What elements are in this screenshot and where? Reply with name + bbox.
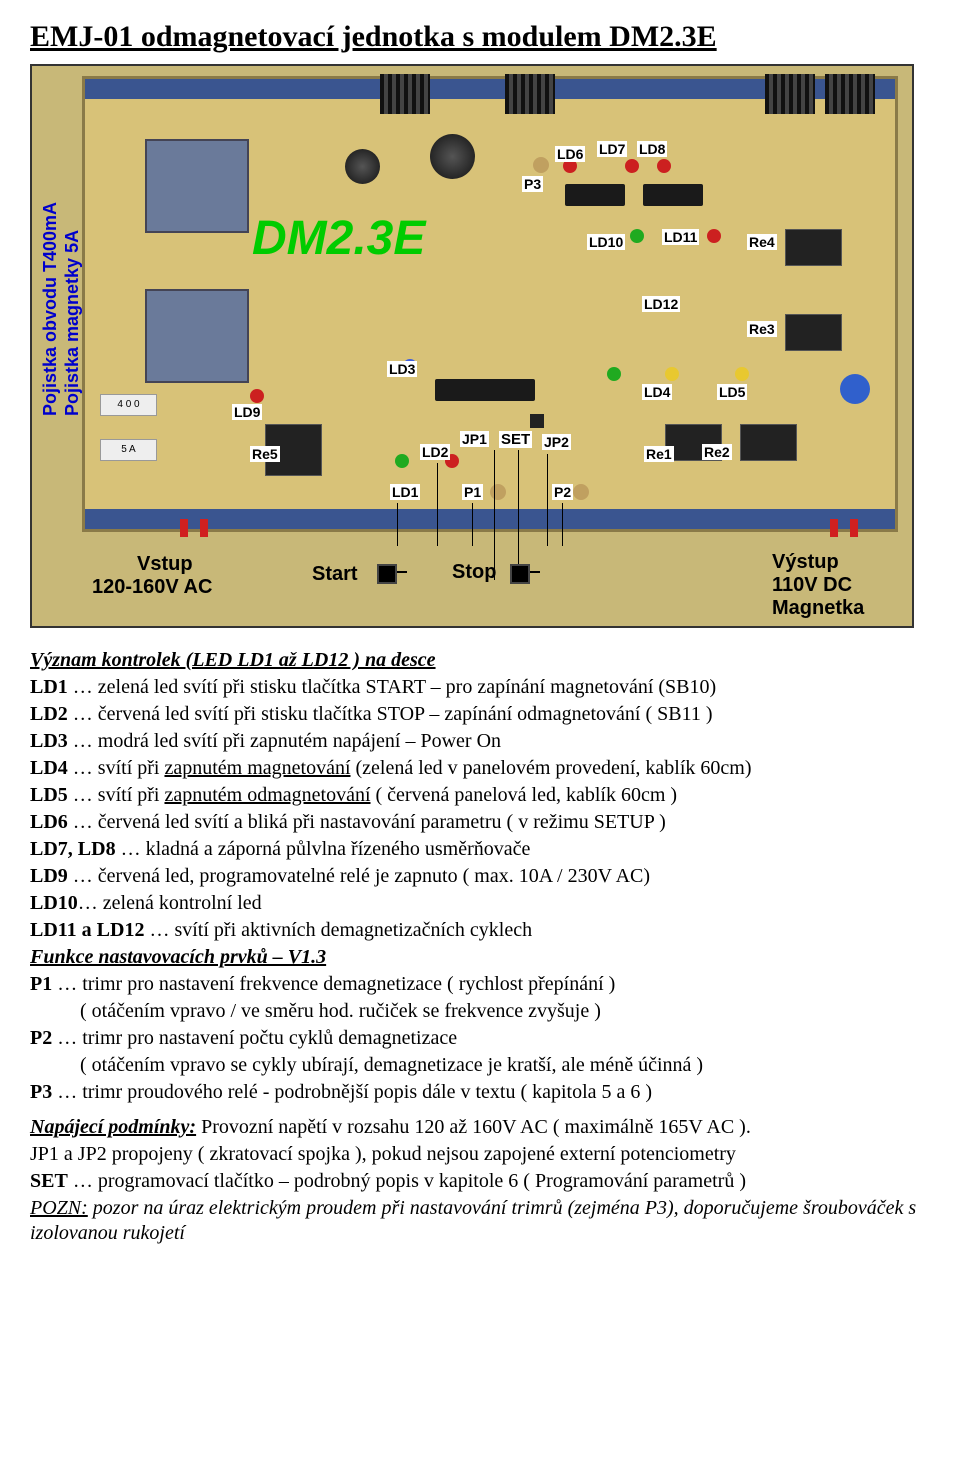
row-ld10: LD10… zelená kontrolní led bbox=[30, 891, 930, 916]
label-re2: Re2 bbox=[702, 444, 732, 460]
label-p3: P3 bbox=[522, 176, 543, 192]
label-ld3: LD3 bbox=[387, 361, 417, 377]
label-p2: P2 bbox=[552, 484, 573, 500]
label-vystup: Výstup bbox=[772, 551, 839, 574]
relay-re3 bbox=[785, 314, 842, 351]
label-vstup: Vstup bbox=[137, 553, 193, 576]
row-p3: P3 … trimr proudového relé - podrobnější… bbox=[30, 1080, 930, 1105]
button-stop-symbol bbox=[510, 564, 530, 584]
label-ld4: LD4 bbox=[642, 384, 672, 400]
overlay-dm23e: DM2.3E bbox=[252, 211, 425, 266]
label-re1: Re1 bbox=[644, 446, 674, 462]
row-napajeci: Napájecí podmínky: Provozní napětí v roz… bbox=[30, 1115, 930, 1140]
relay-re2 bbox=[740, 424, 797, 461]
label-re4: Re4 bbox=[747, 234, 777, 250]
label-p1: P1 bbox=[462, 484, 483, 500]
pcb-photo: Pojistka obvodu T400mA Pojistka magnetky… bbox=[30, 64, 914, 628]
row-ld6: LD6 … červená led svítí a bliká při nast… bbox=[30, 810, 930, 835]
label-re5: Re5 bbox=[250, 446, 280, 462]
label-start: Start bbox=[312, 563, 358, 586]
relay-re4 bbox=[785, 229, 842, 266]
label-jp1: JP1 bbox=[460, 431, 489, 447]
label-vystup-volts: 110V DC bbox=[772, 574, 852, 597]
pcb-board: 4 0 0 5 A bbox=[82, 76, 898, 532]
fuse-400ma: 4 0 0 bbox=[100, 394, 157, 416]
label-set: SET bbox=[499, 431, 532, 448]
label-vystup-magnetka: Magnetka bbox=[772, 597, 864, 620]
heading-led-meaning: Význam kontrolek (LED LD1 až LD12 ) na d… bbox=[30, 648, 930, 673]
label-ld2: LD2 bbox=[420, 444, 450, 460]
row-pozn: POZN: pozor na úraz elektrickým proudem … bbox=[30, 1196, 930, 1246]
row-ld2: LD2 … červená led svítí při stisku tlačí… bbox=[30, 702, 930, 727]
row-ld1: LD1 … zelená led svítí při stisku tlačít… bbox=[30, 675, 930, 700]
row-p1b: ( otáčením vpravo / ve směru hod. ručiče… bbox=[30, 999, 930, 1024]
label-ld10: LD10 bbox=[587, 234, 625, 250]
row-ld78: LD7, LD8 … kladná a záporná půlvlna říze… bbox=[30, 837, 930, 862]
row-ld1112: LD11 a LD12 … svítí při aktivních demagn… bbox=[30, 918, 930, 943]
row-ld9: LD9 … červená led, programovatelné relé … bbox=[30, 864, 930, 889]
label-stop: Stop bbox=[452, 561, 496, 584]
side-label-fuse-magnet: Pojistka magnetky 5A bbox=[62, 230, 83, 416]
row-p2b: ( otáčením vpravo se cykly ubírají, dema… bbox=[30, 1053, 930, 1078]
row-jp: JP1 a JP2 propojeny ( zkratovací spojka … bbox=[30, 1142, 930, 1167]
row-p1: P1 … trimr pro nastavení frekvence demag… bbox=[30, 972, 930, 997]
label-ld12: LD12 bbox=[642, 296, 680, 312]
row-ld4: LD4 … svítí při zapnutém magnetování (ze… bbox=[30, 756, 930, 781]
row-ld3: LD3 … modrá led svítí při zapnutém napáj… bbox=[30, 729, 930, 754]
fuse-5a: 5 A bbox=[100, 439, 157, 461]
label-ld9: LD9 bbox=[232, 404, 262, 420]
button-start-symbol bbox=[377, 564, 397, 584]
label-jp2: JP2 bbox=[542, 434, 571, 450]
page-title: EMJ-01 odmagnetovací jednotka s modulem … bbox=[30, 20, 930, 54]
label-ld7: LD7 bbox=[597, 141, 627, 157]
side-label-fuse-circuit: Pojistka obvodu T400mA bbox=[40, 202, 61, 416]
label-ld11: LD11 bbox=[662, 229, 699, 245]
label-ld1: LD1 bbox=[390, 484, 420, 500]
label-ld8: LD8 bbox=[637, 141, 667, 157]
heading-functions: Funkce nastavovacích prvků – V1.3 bbox=[30, 945, 930, 970]
row-ld5: LD5 … svítí při zapnutém odmagnetování (… bbox=[30, 783, 930, 808]
row-p2: P2 … trimr pro nastavení počtu cyklů dem… bbox=[30, 1026, 930, 1051]
label-ld6: LD6 bbox=[555, 146, 585, 162]
label-vstup-volts: 120-160V AC bbox=[92, 576, 212, 599]
row-set: SET … programovací tlačítko – podrobný p… bbox=[30, 1169, 930, 1194]
label-re3: Re3 bbox=[747, 321, 777, 337]
label-ld5: LD5 bbox=[717, 384, 747, 400]
